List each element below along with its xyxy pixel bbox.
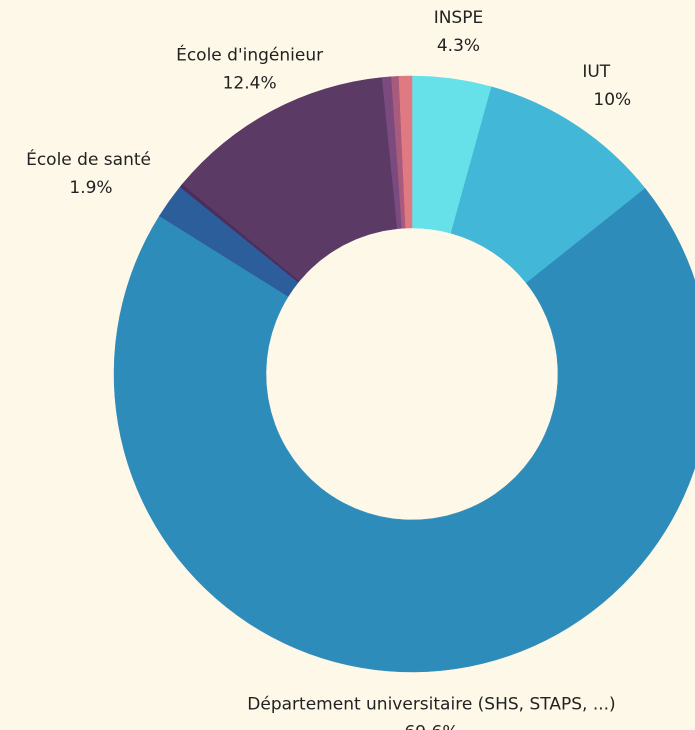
slice-value-label: 1.9% bbox=[69, 178, 112, 198]
slice-label: Département universitaire (SHS, STAPS, .… bbox=[247, 694, 615, 714]
slice-label: IUT bbox=[582, 62, 610, 82]
slice-value-label: 12.4% bbox=[223, 74, 277, 94]
slice-value-label: 10% bbox=[593, 90, 631, 110]
donut-slice bbox=[398, 75, 413, 229]
slice-label: École de santé bbox=[26, 148, 151, 170]
slice-label: École d'ingénieur bbox=[176, 44, 323, 66]
slice-label: INSPE bbox=[434, 8, 484, 28]
donut-slice bbox=[182, 77, 398, 282]
slice-value-label: 4.3% bbox=[437, 36, 480, 56]
slice-value-label: 69.6% bbox=[404, 722, 458, 730]
donut-slice bbox=[113, 188, 695, 673]
